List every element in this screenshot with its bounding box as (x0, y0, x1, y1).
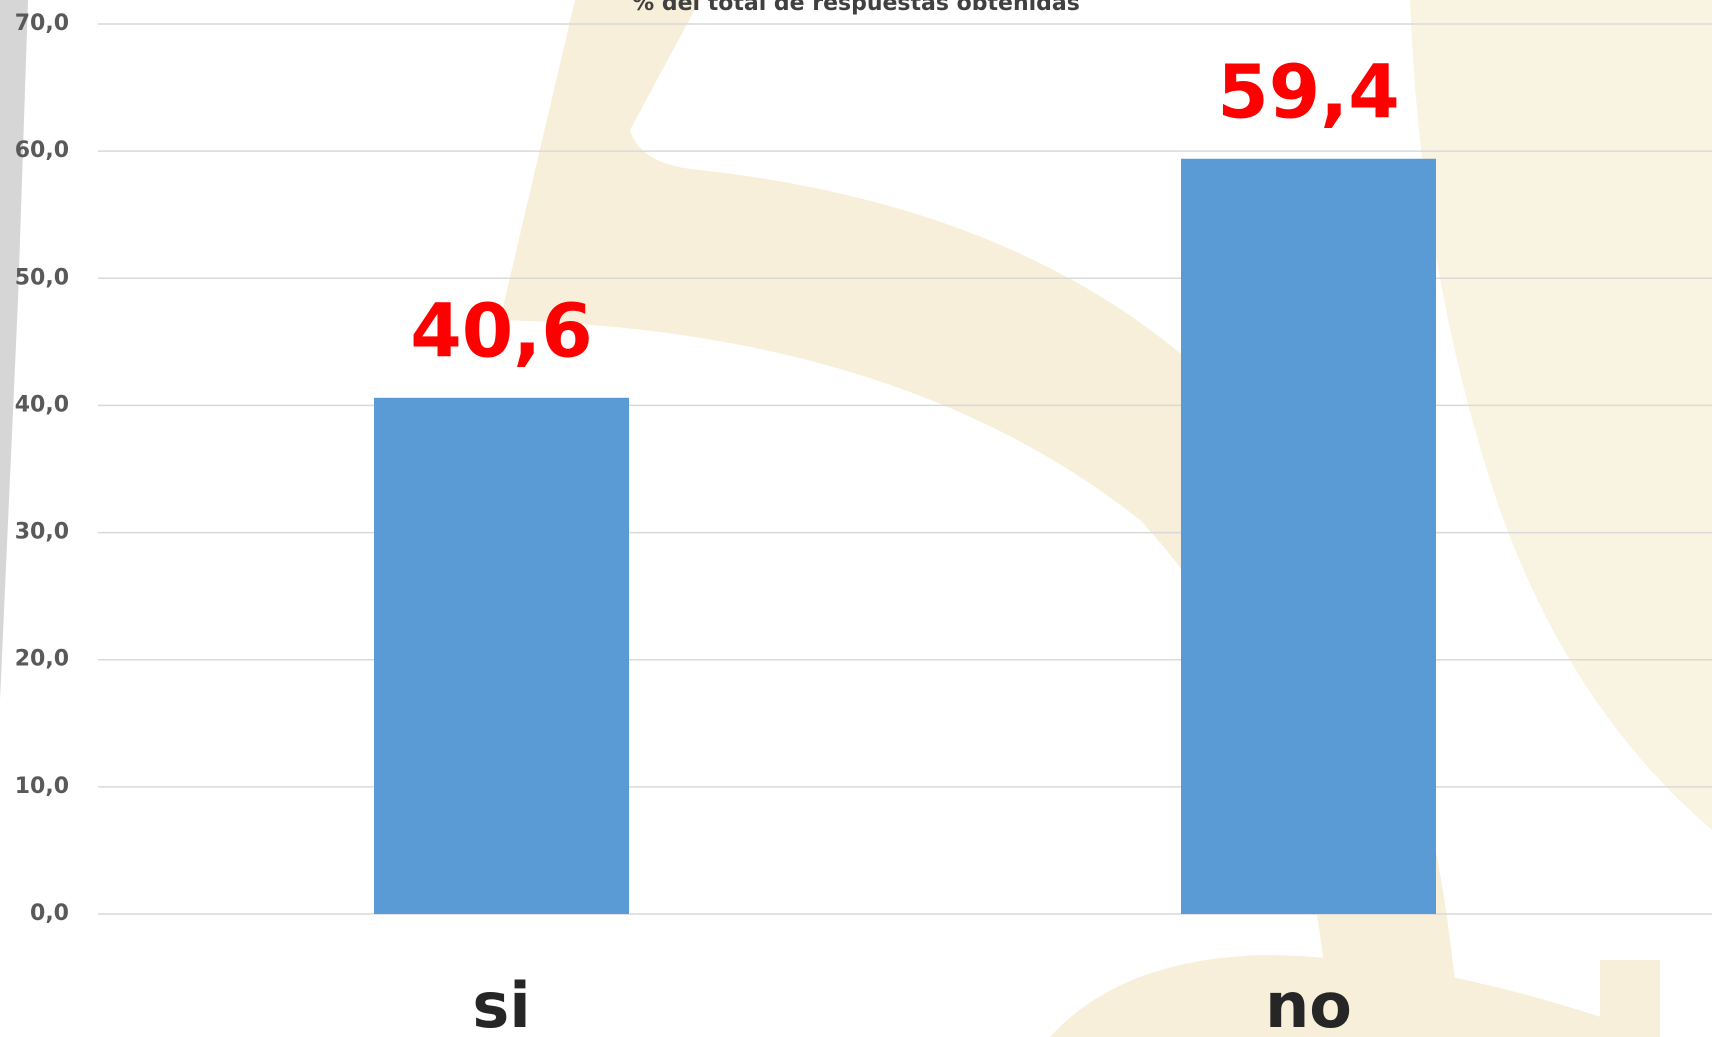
y-tick-label: 60,0 (15, 138, 69, 163)
bar (374, 398, 629, 914)
value-label: 40,6 (410, 288, 593, 374)
x-tick-label: no (1265, 969, 1352, 1037)
chart-title: % del total de respuestas obtenidas (632, 0, 1080, 16)
background-decoration (0, 0, 1712, 1037)
y-tick-label: 40,0 (15, 392, 69, 417)
y-tick-label: 20,0 (15, 647, 69, 672)
y-tick-label: 0,0 (30, 901, 69, 926)
y-tick-label: 10,0 (15, 774, 69, 799)
x-tick-label: si (472, 969, 530, 1037)
bar (1181, 159, 1436, 914)
y-tick-label: 30,0 (15, 520, 69, 545)
y-tick-label: 50,0 (15, 265, 69, 290)
chart: % del total de respuestas obtenidas 0,0 1… (0, 0, 1712, 1037)
y-tick-label: 70,0 (15, 11, 69, 36)
value-label: 59,4 (1217, 49, 1400, 135)
